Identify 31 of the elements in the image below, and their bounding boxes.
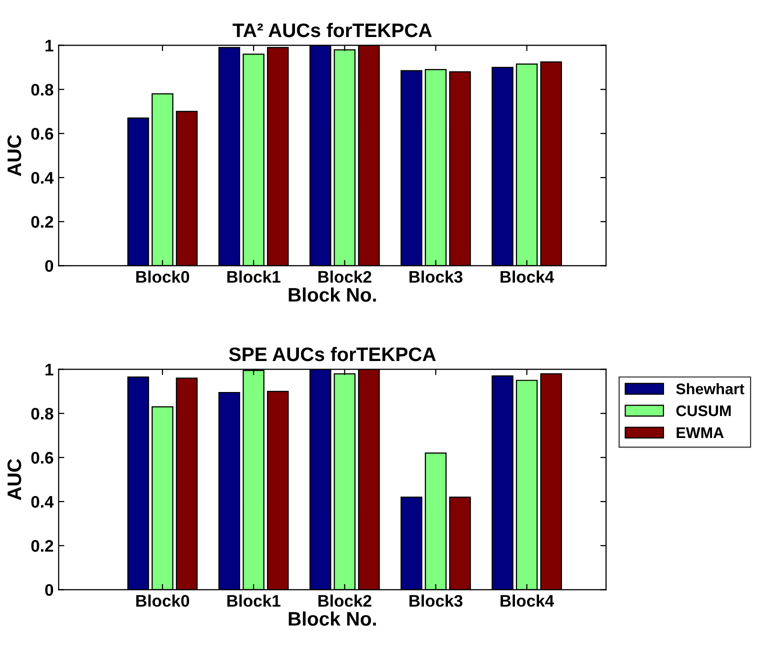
- x-tick-label: Block2: [318, 594, 372, 607]
- x-tick-label: Block1: [227, 594, 280, 607]
- y-tick-label: 0.8: [31, 408, 54, 420]
- x-tick-label: Block0: [136, 594, 190, 607]
- x-axis-title: Block No.: [288, 611, 376, 626]
- x-tick-label: Block4: [500, 594, 554, 607]
- y-tick-label: 0.2: [31, 216, 54, 228]
- x-tick-label: Block0: [136, 270, 190, 283]
- x-tick-label: Block4: [500, 270, 554, 283]
- y-tick-label: 0.4: [31, 496, 54, 508]
- y-tick-label: 1: [46, 40, 54, 52]
- chart-title: SPE AUCs forTEKPCA: [229, 346, 436, 362]
- x-tick-label: Block3: [410, 270, 462, 283]
- x-tick-label: Block1: [227, 270, 280, 283]
- y-tick-label: 1: [46, 364, 54, 376]
- legend-label: EWMA: [676, 427, 724, 438]
- x-axis-title: Block No.: [288, 287, 376, 302]
- y-axis-title: AUC: [7, 134, 22, 176]
- x-tick-label: Block2: [318, 270, 372, 283]
- y-axis-title: AUC: [7, 458, 22, 500]
- legend-label: Shewhart: [676, 383, 744, 394]
- y-tick-label: 0.2: [31, 540, 54, 552]
- y-tick-label: 0: [45, 260, 54, 272]
- legend-label: CUSUM: [676, 405, 731, 416]
- x-tick-label: Block3: [410, 594, 462, 607]
- y-tick-label: 0.6: [31, 128, 54, 140]
- y-tick-label: 0.6: [31, 452, 54, 464]
- chart-title: TA² AUCs forTEKPCA: [232, 22, 432, 38]
- y-tick-label: 0: [45, 584, 54, 596]
- y-tick-label: 0.4: [31, 172, 54, 184]
- y-tick-label: 0.8: [31, 84, 54, 96]
